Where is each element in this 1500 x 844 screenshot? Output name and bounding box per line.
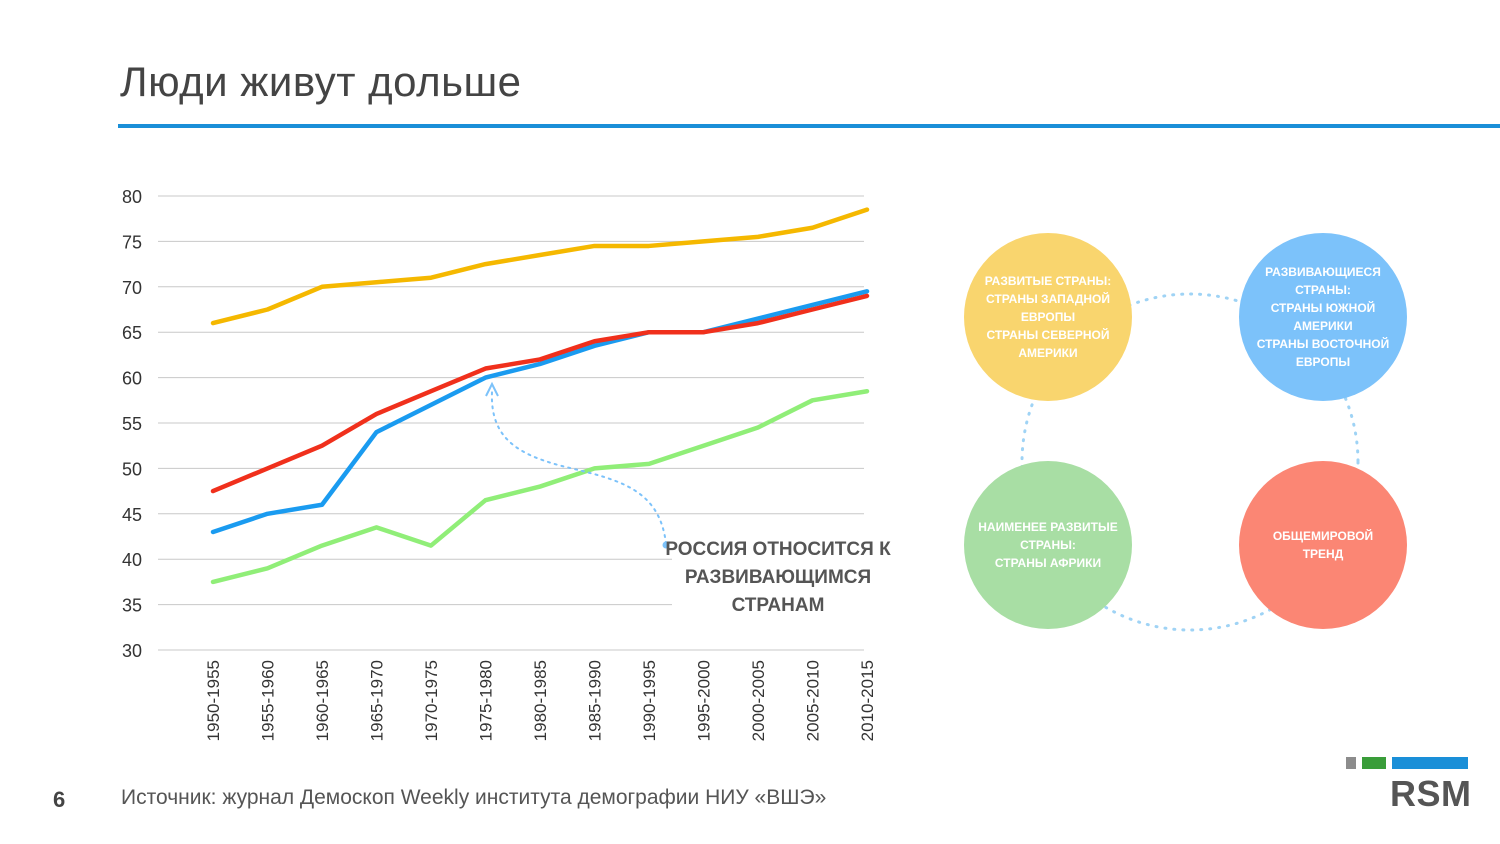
y-tick-label: 30 xyxy=(122,641,142,661)
annotation-arrowhead xyxy=(485,381,499,397)
series-line-2 xyxy=(210,293,870,494)
y-tick-label: 75 xyxy=(122,232,142,252)
x-tick-label: 1965-1970 xyxy=(368,660,387,741)
x-tick-label: 1995-2000 xyxy=(695,660,714,741)
x-tick-label: 1985-1990 xyxy=(586,660,605,741)
circle-world-trend: Общемировой тренд xyxy=(1239,461,1407,629)
rsm-logo: RSM xyxy=(1346,757,1471,814)
x-tick-label: 1980-1985 xyxy=(531,660,550,741)
annotation-backdrop xyxy=(672,530,872,630)
x-tick-label: 1970-1975 xyxy=(422,660,441,741)
x-tick-label: 1975-1980 xyxy=(477,660,496,741)
annotation-arrow-origin xyxy=(662,541,670,549)
y-tick-label: 50 xyxy=(122,459,142,479)
source-note: Источник: журнал Демоскоп Weekly институ… xyxy=(121,786,827,809)
y-tick-label: 70 xyxy=(122,278,142,298)
logo-bar-gray xyxy=(1346,757,1356,769)
life-expectancy-chart: 30 35 40 45 50 55 60 65 70 75 80 1950-1955 1955-1960… xyxy=(122,187,877,741)
circle-developed: Развитые страны: страны Западной Европы … xyxy=(964,233,1132,401)
x-tick-label: 2010-2015 xyxy=(858,660,877,741)
page-number: 6 xyxy=(53,787,66,812)
annotation-arrow xyxy=(490,391,667,545)
x-tick-label: 1960-1965 xyxy=(313,660,332,741)
x-tick-label: 1950-1955 xyxy=(204,660,223,741)
title-divider xyxy=(118,124,1500,128)
circle-world-trend-label: Общемировой тренд xyxy=(1272,529,1374,561)
circle-developing: Развивающиеся страны: страны Южной Амери… xyxy=(1239,233,1407,401)
x-tick-label: 2000-2005 xyxy=(749,660,768,741)
series-line-3 xyxy=(210,388,870,585)
y-tick-label: 80 xyxy=(122,187,142,207)
circle-least-developed: Наименее развитые страны: страны Африки xyxy=(964,461,1132,629)
series-line-0 xyxy=(210,207,870,326)
page-title: Люди живут дольше xyxy=(120,58,522,105)
x-tick-label: 1990-1995 xyxy=(640,660,659,741)
circle-least-developed-label: Наименее развитые страны: страны Африки xyxy=(978,520,1118,570)
y-tick-label: 55 xyxy=(122,414,142,434)
series-line-1 xyxy=(210,289,870,535)
russia-annotation: Россия относится к развивающимся странам xyxy=(665,539,891,616)
logo-bar-green xyxy=(1362,757,1386,769)
y-tick-label: 35 xyxy=(122,596,142,616)
circle-developing-label: Развивающиеся страны: страны Южной Амери… xyxy=(1256,265,1390,369)
y-tick-label: 40 xyxy=(122,550,142,570)
logo-text: RSM xyxy=(1390,773,1472,814)
x-tick-label: 1955-1960 xyxy=(259,660,278,741)
circle-developed-label: Развитые страны: страны Западной Европы … xyxy=(984,274,1112,360)
y-tick-label: 60 xyxy=(122,369,142,389)
x-tick-label: 2005-2010 xyxy=(804,660,823,741)
logo-bar-blue xyxy=(1392,757,1468,769)
y-tick-label: 45 xyxy=(122,505,142,525)
y-tick-label: 65 xyxy=(122,323,142,343)
